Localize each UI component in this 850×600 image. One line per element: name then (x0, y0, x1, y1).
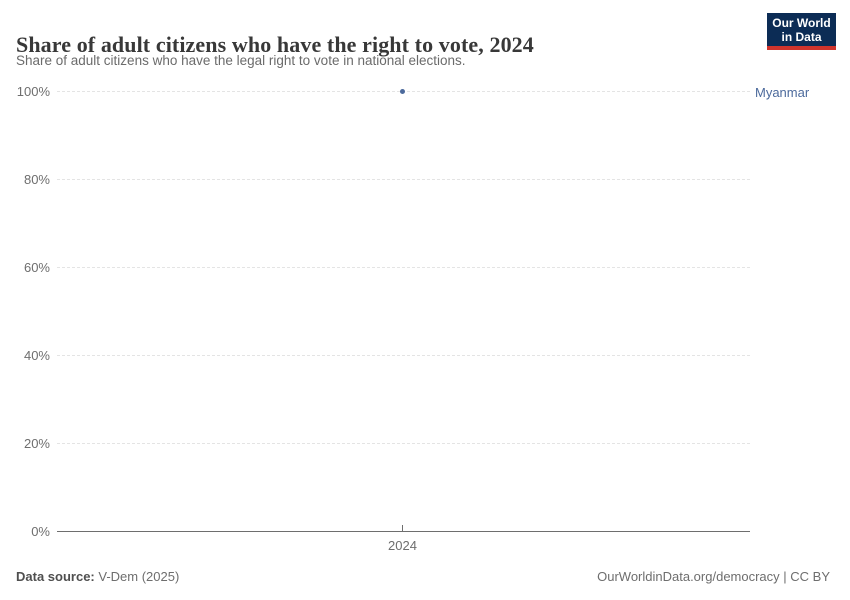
y-tick-label-80: 80% (23, 172, 50, 187)
gridline-80 (57, 179, 750, 180)
chart-subtitle: Share of adult citizens who have the leg… (16, 53, 466, 68)
y-tick-label-100: 100% (16, 84, 50, 99)
chart-title: Share of adult citizens who have the rig… (16, 31, 534, 57)
y-tick-label-0: 0% (31, 524, 50, 539)
owid-logo[interactable]: Our World in Data (767, 13, 836, 50)
credit-link[interactable]: OurWorldinData.org/democracy | CC BY (597, 569, 830, 584)
owid-logo-line1: Our World (772, 15, 831, 30)
data-source-note: Data source: V-Dem (2025) (16, 569, 179, 584)
x-tick-label-2024: 2024 (388, 538, 417, 553)
gridline-40 (57, 355, 750, 356)
gridline-20 (57, 443, 750, 444)
gridline-60 (57, 267, 750, 268)
x-axis-tick (402, 525, 403, 531)
entity-label-myanmar[interactable]: Myanmar (755, 85, 810, 100)
y-tick-label-40: 40% (23, 348, 50, 363)
owid-logo-line2: in Data (781, 29, 822, 44)
data-source-value: V-Dem (2025) (94, 569, 180, 584)
data-point-myanmar[interactable] (400, 89, 405, 94)
y-tick-label-60: 60% (23, 260, 50, 275)
data-source-label: Data source: (16, 569, 95, 584)
y-tick-label-20: 20% (23, 436, 50, 451)
x-axis-line (57, 531, 750, 532)
